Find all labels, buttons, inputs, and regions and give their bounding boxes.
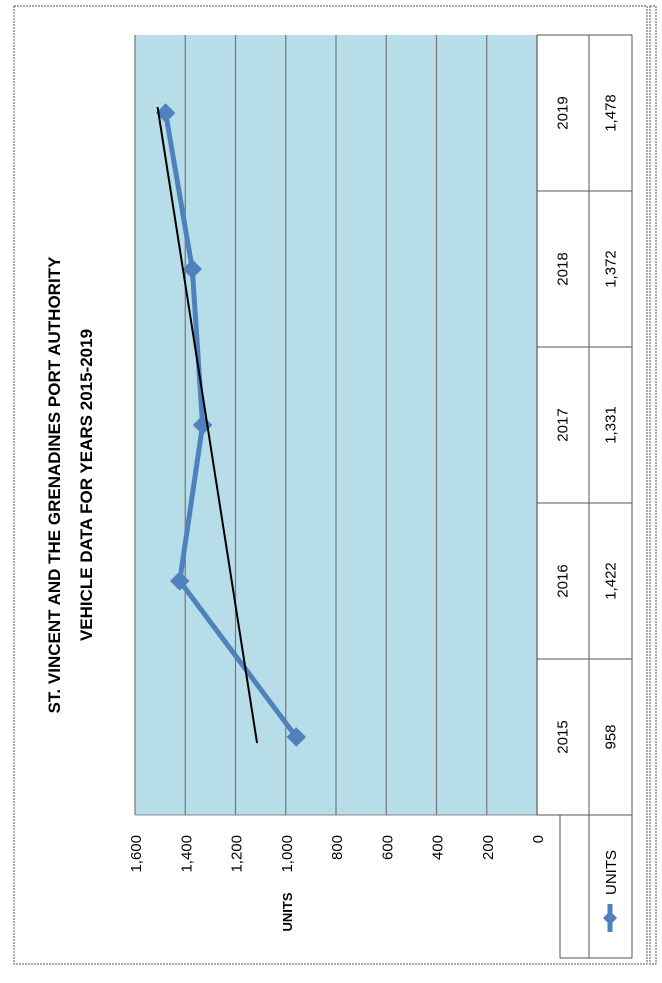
- table-value-label: 958: [603, 724, 620, 749]
- table-category-label: 2019: [555, 96, 572, 129]
- chart-title: ST. VINCENT AND THE GRENADINES PORT AUTH…: [45, 256, 64, 713]
- data-point-marker: [182, 259, 202, 279]
- y-tick-label: 1,000: [279, 835, 296, 873]
- y-tick-label: 400: [430, 835, 447, 860]
- data-point-marker: [155, 103, 176, 123]
- chart-title: VEHICLE DATA FOR YEARS 2015-2019: [77, 329, 96, 641]
- y-tick-label: 1,200: [229, 835, 246, 873]
- legend-label: UNITS: [603, 850, 620, 895]
- table-category-label: 2017: [555, 408, 572, 441]
- table-value-label: 1,422: [603, 562, 620, 600]
- legend-marker: [603, 911, 617, 925]
- table-value-label: 1,478: [603, 94, 620, 132]
- y-tick-label: 0: [530, 835, 547, 843]
- y-tick-label: 600: [379, 835, 396, 860]
- table-value-label: 1,372: [603, 250, 620, 288]
- table-category-label: 2016: [555, 564, 572, 597]
- table-value-label: 1,331: [603, 406, 620, 444]
- data-point-marker: [286, 727, 307, 747]
- page-edge: [649, 5, 657, 965]
- y-tick-label: 200: [480, 835, 497, 860]
- y-tick-label: 1,400: [178, 835, 195, 873]
- trendline: [156, 106, 259, 744]
- table-category-label: 2015: [555, 720, 572, 753]
- y-axis-label: UNITS: [280, 892, 295, 931]
- data-point-marker: [170, 571, 190, 591]
- y-tick-label: 1,600: [128, 835, 145, 873]
- y-tick-label: 800: [329, 835, 346, 860]
- table-category-label: 2018: [555, 252, 572, 285]
